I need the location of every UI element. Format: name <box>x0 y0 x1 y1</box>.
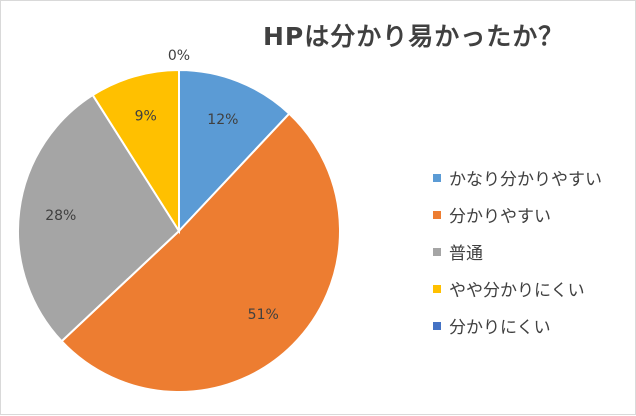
legend-label: 分かりやすい <box>449 207 551 227</box>
data-label: 28% <box>45 208 76 224</box>
data-label: 12% <box>207 112 238 128</box>
legend-label: 普通 <box>449 244 483 264</box>
legend-label: 分かりにくい <box>449 318 551 338</box>
legend-swatch <box>433 321 441 330</box>
legend-item: 分かりやすい <box>433 196 602 233</box>
legend-label: かなり分かりやすい <box>449 170 602 190</box>
data-label: 51% <box>248 307 279 323</box>
legend-item: かなり分かりやすい <box>433 159 602 196</box>
pie-slice <box>91 68 180 235</box>
legend-label: やや分かりにくい <box>449 281 585 301</box>
data-label: 9% <box>135 109 157 125</box>
legend-swatch <box>433 173 441 182</box>
chart-legend: かなり分かりやすい 分かりやすい 普通やや分かりにくい 分かりにくい <box>433 159 602 344</box>
data-label: 0% <box>168 48 190 64</box>
pie-slice <box>60 112 341 393</box>
legend-swatch <box>433 210 441 219</box>
legend-item: やや分かりにくい <box>433 270 602 307</box>
legend-swatch <box>433 247 441 256</box>
chart-title: HPは分かり易かったか？ <box>263 22 565 51</box>
pie-slice <box>178 68 291 234</box>
legend-item: 普通 <box>433 233 602 270</box>
legend-item: 分かりにくい <box>433 307 602 344</box>
legend-swatch <box>433 284 441 293</box>
pie-slice <box>17 93 181 343</box>
